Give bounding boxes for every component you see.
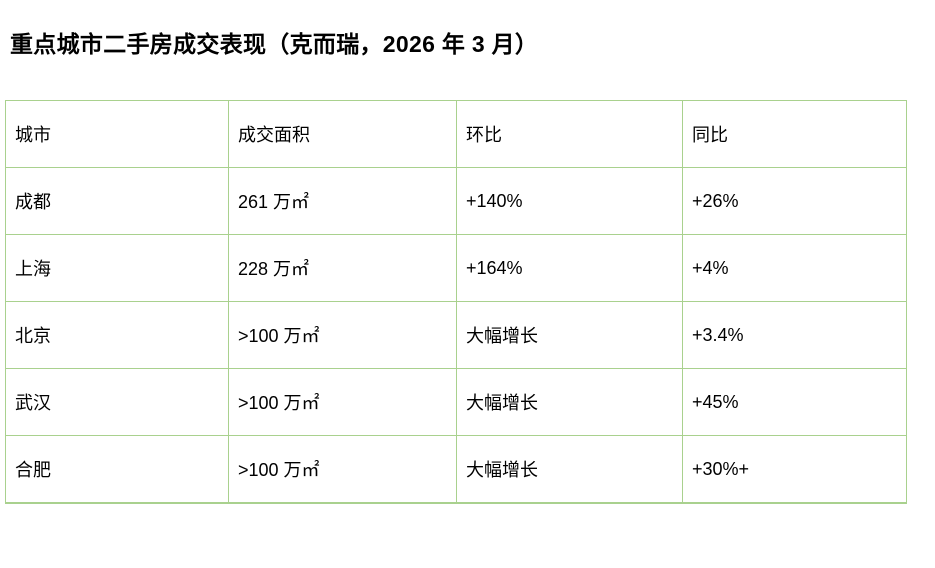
cell-city: 北京 xyxy=(5,301,229,369)
cell-mom: 大幅增长 xyxy=(456,301,683,369)
cell-mom: 大幅增长 xyxy=(456,435,683,504)
cell-yoy: +26% xyxy=(682,167,907,235)
cell-city: 武汉 xyxy=(5,368,229,436)
cell-mom: +140% xyxy=(456,167,683,235)
cell-yoy: +45% xyxy=(682,368,907,436)
housing-transactions-table: 城市 成交面积 环比 同比 成都 261 万㎡ +140% +26% 上海 22… xyxy=(5,100,907,504)
table-row-chengdu: 成都 261 万㎡ +140% +26% xyxy=(5,167,907,235)
cell-area: >100 万㎡ xyxy=(228,368,457,436)
table-row-hefei: 合肥 >100 万㎡ 大幅增长 +30%+ xyxy=(5,435,907,504)
cell-yoy: +4% xyxy=(682,234,907,302)
cell-area: 228 万㎡ xyxy=(228,234,457,302)
cell-mom: +164% xyxy=(456,234,683,302)
cell-city: 成都 xyxy=(5,167,229,235)
column-header-mom: 环比 xyxy=(456,100,683,168)
cell-area: >100 万㎡ xyxy=(228,435,457,504)
cell-city: 上海 xyxy=(5,234,229,302)
column-header-area: 成交面积 xyxy=(228,100,457,168)
cell-yoy: +3.4% xyxy=(682,301,907,369)
cell-area: 261 万㎡ xyxy=(228,167,457,235)
column-header-yoy: 同比 xyxy=(682,100,907,168)
table-header-row: 城市 成交面积 环比 同比 xyxy=(5,100,907,168)
cell-area: >100 万㎡ xyxy=(228,301,457,369)
cell-mom: 大幅增长 xyxy=(456,368,683,436)
table-row-wuhan: 武汉 >100 万㎡ 大幅增长 +45% xyxy=(5,368,907,436)
column-header-city: 城市 xyxy=(5,100,229,168)
cell-yoy: +30%+ xyxy=(682,435,907,504)
cell-city: 合肥 xyxy=(5,435,229,504)
table-row-beijing: 北京 >100 万㎡ 大幅增长 +3.4% xyxy=(5,301,907,369)
table-row-shanghai: 上海 228 万㎡ +164% +4% xyxy=(5,234,907,302)
page-title: 重点城市二手房成交表现（克而瑞，2026 年 3 月） xyxy=(10,31,539,57)
